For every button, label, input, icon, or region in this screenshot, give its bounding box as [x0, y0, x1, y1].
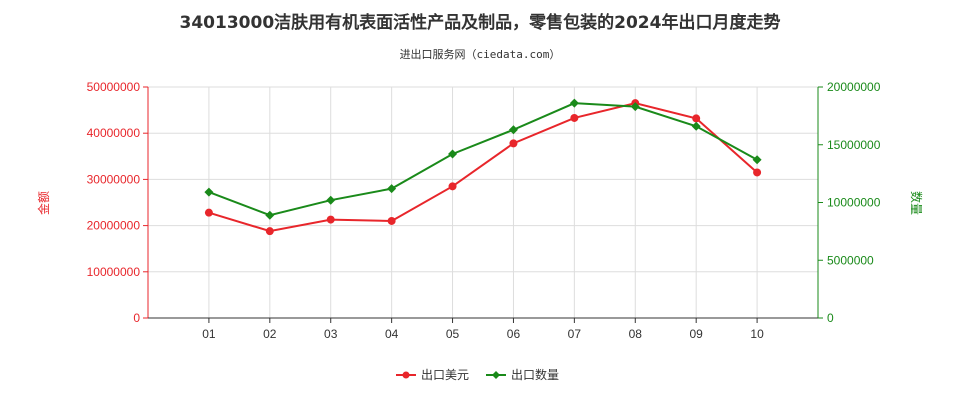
y-left-tick-label: 10000000 [87, 265, 141, 279]
legend: 出口美元 出口数量 [396, 367, 559, 382]
y-right-tick-label: 0 [827, 311, 834, 325]
chart-subtitle: 进出口服务网（ciedata.com） [399, 48, 561, 61]
data-point-1 [753, 168, 762, 177]
data-point-2 [630, 102, 640, 112]
y-right-tick-label: 10000000 [827, 196, 881, 210]
x-tick-label: 09 [690, 327, 704, 341]
data-point-2 [448, 149, 458, 159]
grid-lines [147, 86, 819, 319]
data-point-1 [265, 227, 274, 236]
x-tick-label: 07 [568, 327, 582, 341]
data-point-1 [509, 139, 518, 148]
data-point-2 [569, 98, 579, 108]
data-point-2 [752, 155, 762, 165]
y-right-tick-label: 20000000 [827, 80, 881, 94]
axes: 0 10000000 20000000 30000000 40000000 5000000… [87, 80, 881, 341]
data-point-2 [204, 187, 214, 197]
y-left-tick-label: 20000000 [87, 219, 141, 233]
x-tick-label: 08 [629, 327, 643, 341]
data-point-1 [387, 216, 396, 225]
data-point-1 [448, 182, 457, 191]
x-tick-label: 06 [507, 327, 521, 341]
legend-marker-1 [402, 371, 410, 379]
data-point-1 [326, 215, 335, 224]
x-tick-label: 03 [324, 327, 338, 341]
x-tick-label: 05 [446, 327, 460, 341]
data-point-2 [387, 184, 397, 194]
y-right-tick-label: 5000000 [827, 253, 874, 267]
legend-label-1: 出口美元 [421, 368, 469, 382]
series-layer [204, 98, 762, 236]
y-left-tick-label: 50000000 [87, 80, 141, 94]
data-point-1 [570, 113, 579, 122]
legend-label-2: 出口数量 [511, 367, 559, 382]
data-point-2 [691, 121, 701, 131]
x-tick-label: 04 [385, 327, 399, 341]
y-left-tick-label: 0 [133, 311, 140, 325]
y-axis-left-label: 金额 [36, 191, 51, 215]
x-tick-label: 10 [750, 327, 764, 341]
data-point-2 [265, 210, 275, 220]
x-tick-label: 02 [263, 327, 277, 341]
legend-marker-2 [492, 371, 500, 379]
data-point-1 [204, 208, 213, 217]
y-axis-right-label: 数量 [909, 191, 924, 215]
x-tick-label: 01 [202, 327, 216, 341]
chart-title: 34013000洁肤用有机表面活性产品及制品，零售包装的2024年出口月度走势 [179, 13, 781, 33]
data-point-1 [692, 114, 701, 123]
y-left-tick-label: 40000000 [87, 126, 141, 140]
data-point-2 [326, 195, 336, 205]
y-right-tick-label: 15000000 [827, 138, 881, 152]
data-point-2 [508, 125, 518, 135]
y-left-tick-label: 30000000 [87, 172, 141, 186]
series-line-2 [208, 102, 758, 217]
series-line-1 [208, 102, 758, 233]
